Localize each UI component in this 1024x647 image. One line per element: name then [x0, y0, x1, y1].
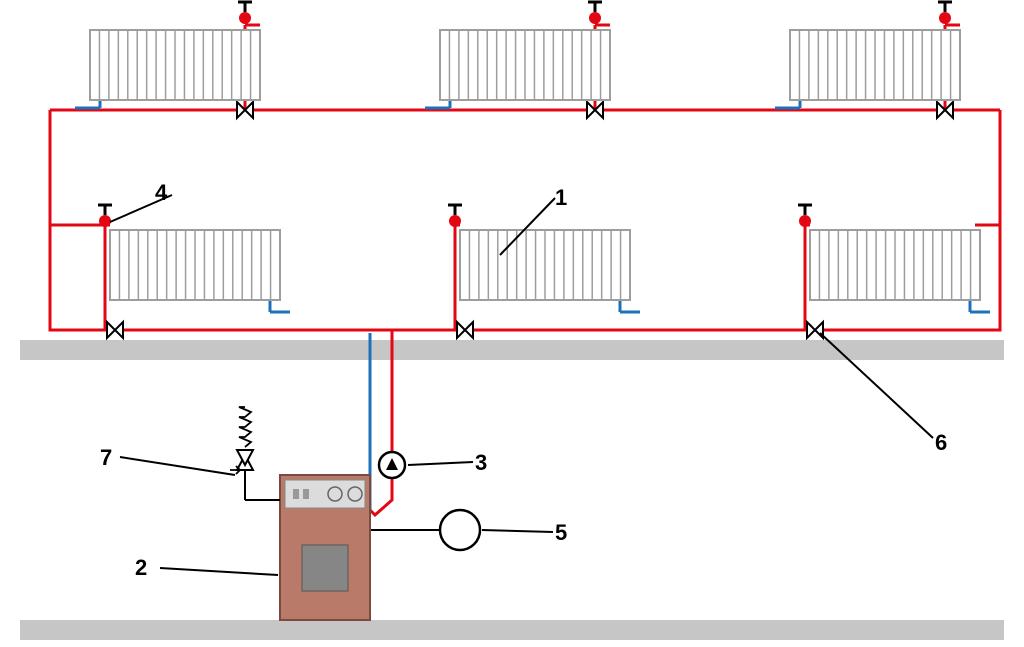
label-6: 6 — [935, 430, 947, 456]
label-3: 3 — [475, 450, 487, 476]
label-4: 4 — [155, 180, 167, 206]
heating-schematic — [0, 0, 1024, 647]
label-5: 5 — [555, 520, 567, 546]
label-2: 2 — [135, 555, 147, 581]
label-7: 7 — [100, 445, 112, 471]
label-1: 1 — [555, 185, 567, 211]
